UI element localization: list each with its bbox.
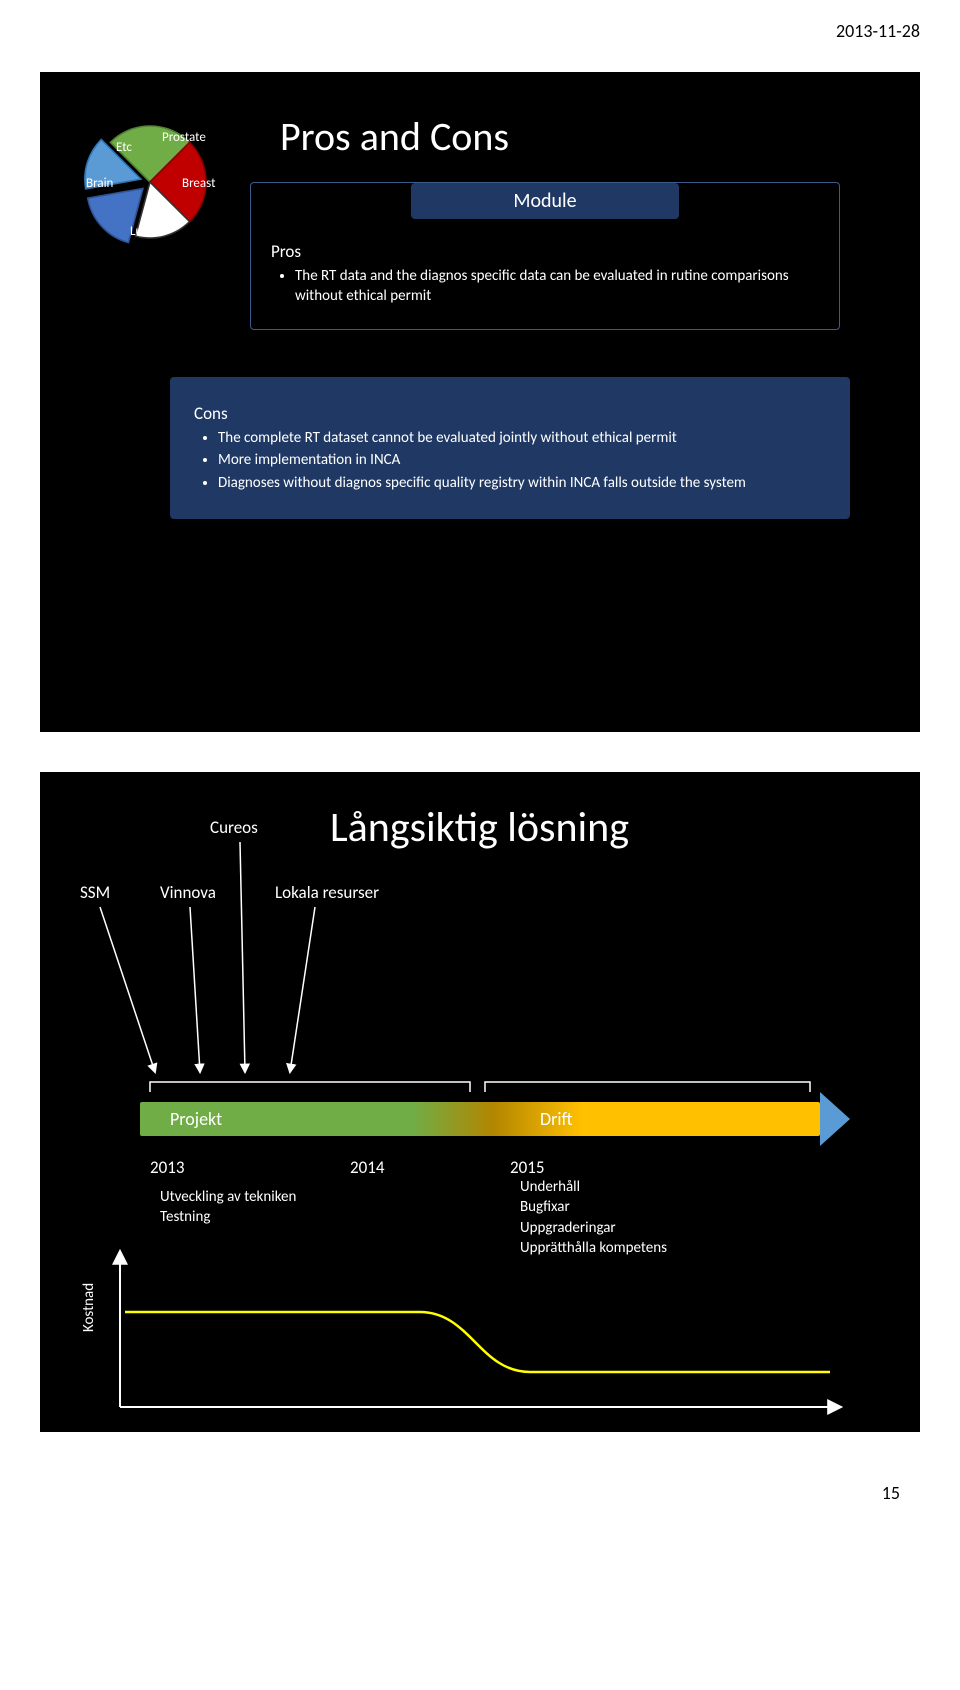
pie-label-lung: Lung [130,224,155,239]
pie-label-brain: Brain [86,176,113,191]
arrow-ssm [100,907,155,1072]
pie-label-breast: Breast [182,176,215,191]
module-label: Module [411,183,679,219]
left-l1: Utveckling av tekniken [160,1187,296,1207]
cost-y-label: Kostnad [80,1283,98,1332]
bracket-projekt [150,1082,470,1092]
bracket-drift [485,1082,810,1092]
year-2013: 2013 [150,1157,184,1178]
phase-bar: Projekt Drift [140,1102,820,1136]
cons-list: The complete RT dataset cannot be evalua… [194,428,826,493]
header-date: 2013-11-28 [0,0,960,52]
right-l4: Upprätthålla kompetens [520,1238,667,1258]
pie-chart: Etc Prostate Brain Breast Lung [70,102,230,262]
cons-head: Cons [194,403,826,424]
left-block: Utveckling av tekniken Testning [160,1187,296,1228]
cons-item: The complete RT dataset cannot be evalua… [218,428,826,448]
arrow-lokala [290,907,315,1072]
cons-item: Diagnoses without diagnos specific quali… [218,473,826,493]
pie-label-etc: Etc [116,140,132,155]
arrow-vinnova [190,907,200,1072]
right-l1: Underhåll [520,1177,667,1197]
year-2015: 2015 [510,1157,544,1178]
left-l2: Testning [160,1207,296,1227]
right-l2: Bugfixar [520,1197,667,1217]
slide1-title: Pros and Cons [280,112,509,161]
slide-langsiktig: Långsiktig lösning Cureos SSM Vinnova Lo… [40,772,920,1432]
pros-list: The RT data and the diagnos specific dat… [271,266,819,307]
pros-item: The RT data and the diagnos specific dat… [295,266,819,307]
phase-bar-arrowhead [820,1092,850,1146]
cost-curve [125,1312,830,1372]
slide-pros-cons: Etc Prostate Brain Breast Lung Pros and … [40,72,920,732]
right-block: Underhåll Bugfixar Uppgraderingar Upprät… [520,1177,667,1258]
bar-label-drift: Drift [540,1108,573,1130]
arrow-cureos [240,842,245,1072]
right-l3: Uppgraderingar [520,1218,667,1238]
cons-item: More implementation in INCA [218,450,826,470]
module-box: Module Pros The RT data and the diagnos … [250,182,840,330]
bar-label-projekt: Projekt [170,1108,222,1130]
page-number: 15 [0,1472,960,1534]
pie-label-prostate: Prostate [162,130,206,145]
cons-box: Cons The complete RT dataset cannot be e… [170,377,850,519]
year-2014: 2014 [350,1157,384,1178]
pros-head: Pros [271,241,819,262]
